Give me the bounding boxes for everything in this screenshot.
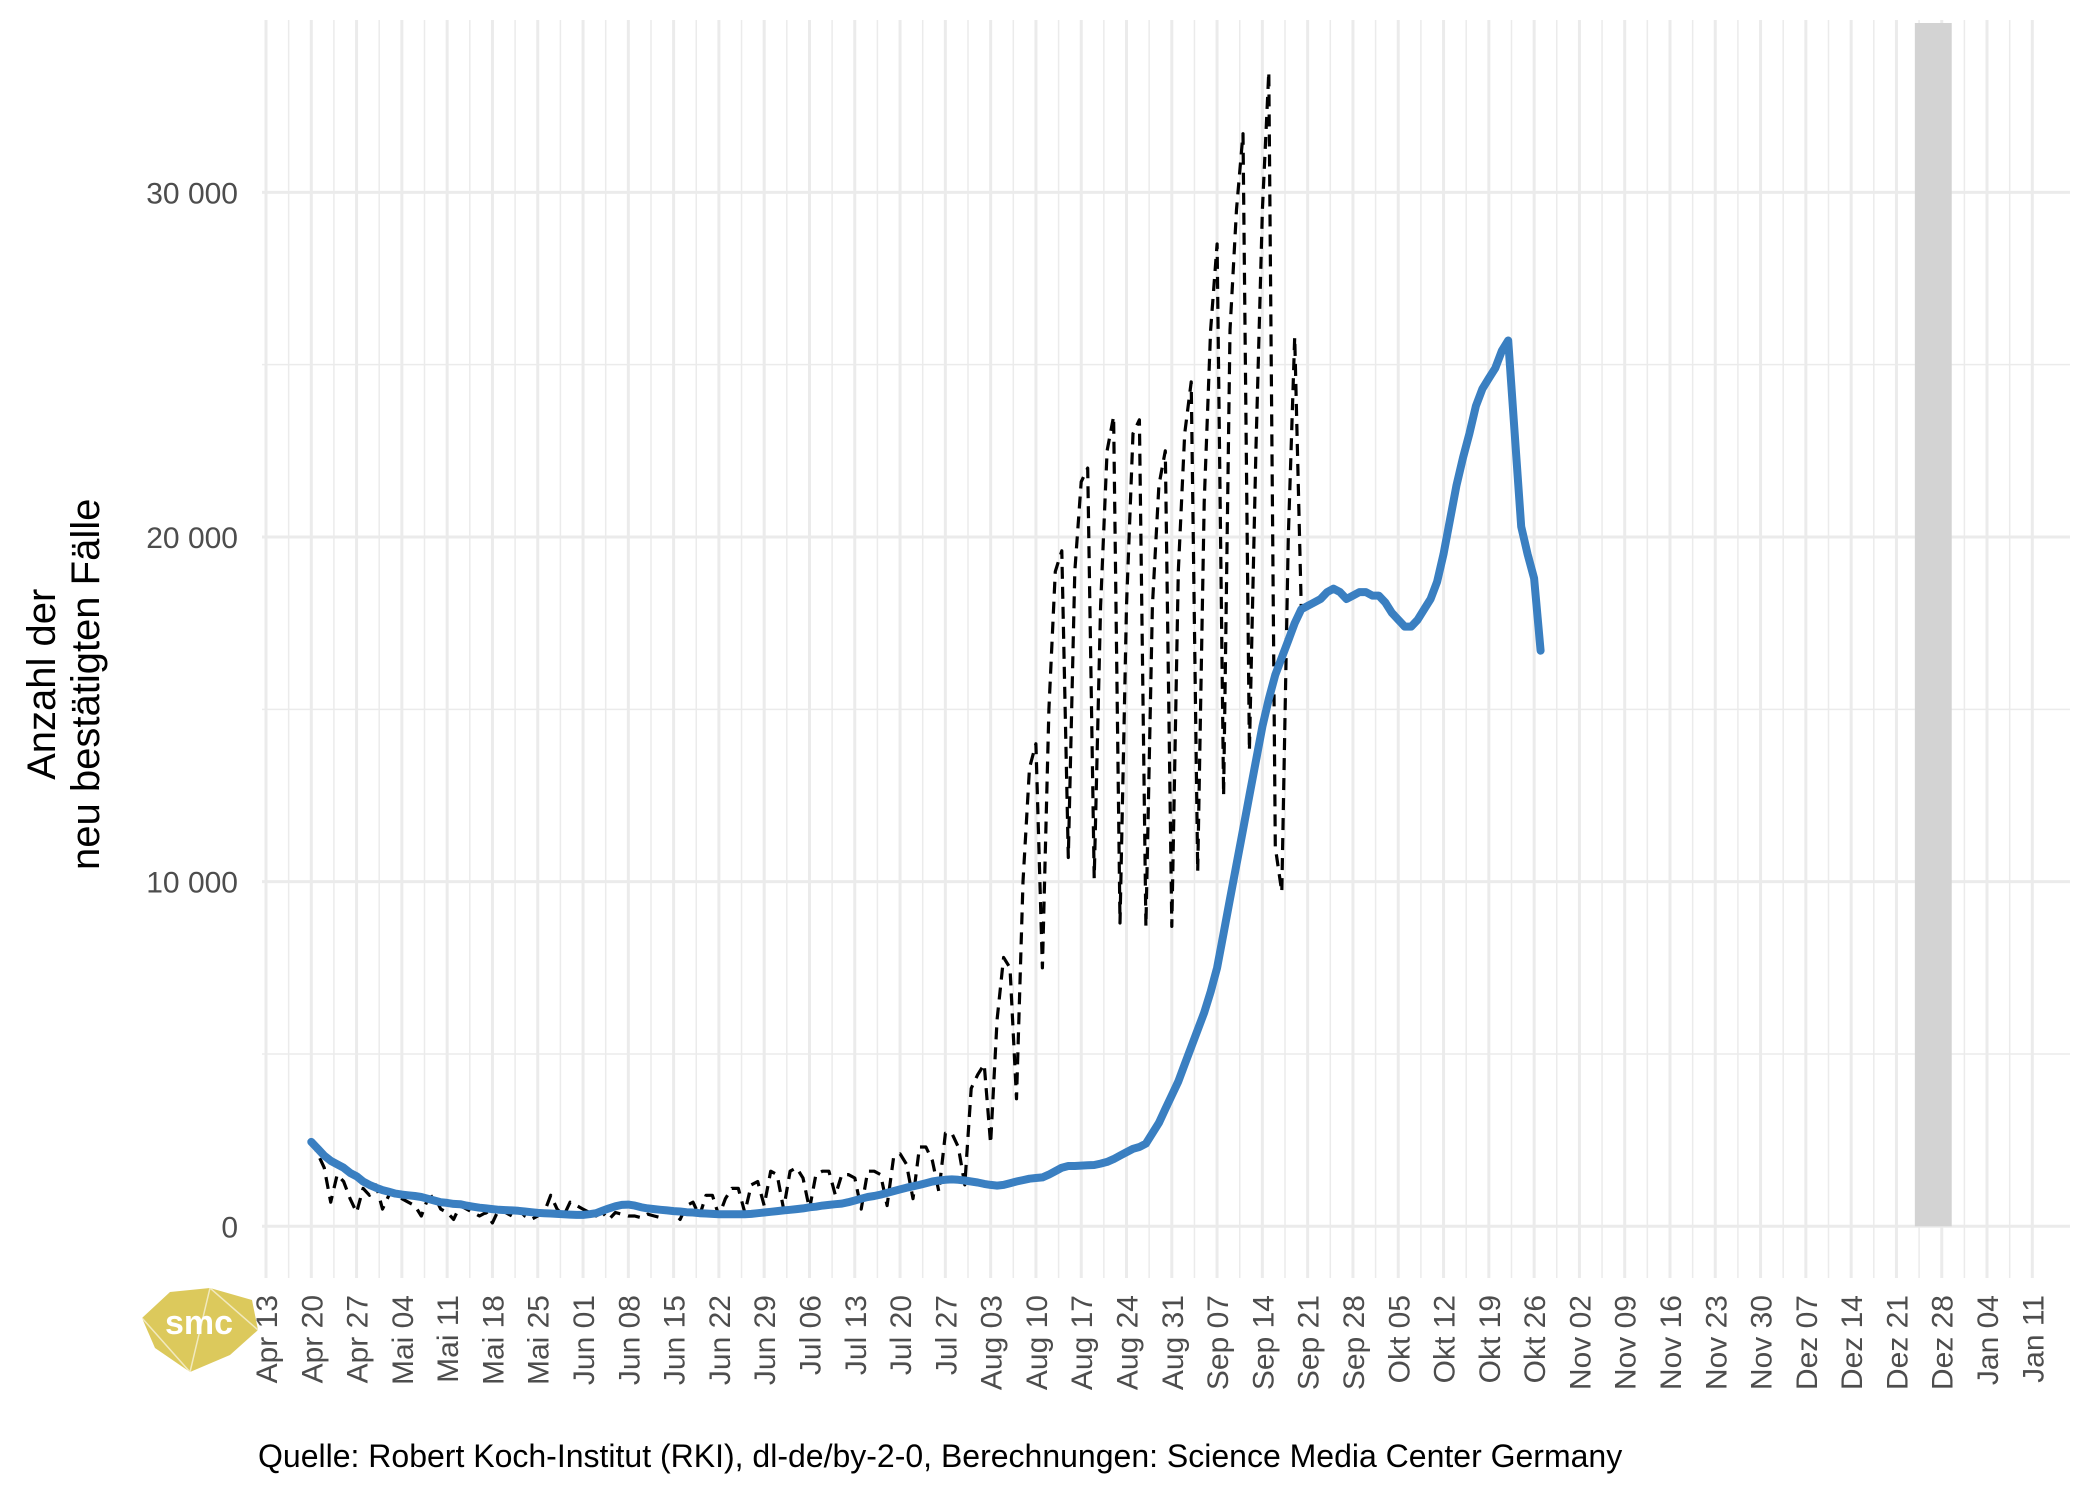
x-tick-label: Mai 18	[477, 1295, 510, 1385]
x-tick-label: Sep 14	[1247, 1295, 1280, 1390]
x-tick-label: Mai 04	[387, 1295, 420, 1385]
x-tick-label: Jun 01	[568, 1295, 601, 1385]
x-tick-label: Dez 07	[1791, 1295, 1824, 1390]
x-tick-label: Jul 27	[930, 1295, 963, 1375]
x-tick-label: Aug 10	[1021, 1295, 1054, 1390]
x-tick-label: Apr 13	[251, 1295, 284, 1383]
y-axis-label-line: neu bestätigten Fälle	[64, 499, 108, 870]
x-tick-label: Jul 20	[885, 1295, 918, 1375]
y-tick-labels: 0 10 000 20 000 30 000	[146, 177, 238, 1244]
moving-average-line	[307, 336, 1545, 1219]
source-caption: Quelle: Robert Koch-Institut (RKI), dl-d…	[258, 1438, 1623, 1474]
x-tick-label: Aug 17	[1066, 1295, 1099, 1390]
y-tick-label: 0	[221, 1211, 238, 1244]
shaded-region	[1914, 23, 1952, 1227]
x-tick-label: Dez 21	[1881, 1295, 1914, 1390]
y-tick-label: 10 000	[146, 867, 238, 900]
daily-cases-line	[309, 70, 1303, 1225]
y-tick-label: 20 000	[146, 522, 238, 555]
x-tick-label: Apr 20	[296, 1295, 329, 1383]
x-tick-label: Jul 13	[840, 1295, 873, 1375]
x-tick-label: Aug 31	[1157, 1295, 1190, 1390]
x-tick-label: Nov 02	[1564, 1295, 1597, 1390]
x-tick-label: Sep 21	[1293, 1295, 1326, 1390]
x-tick-labels: Apr 13 Apr 20 Apr 27 Mai 04 Mai 11 Mai 18 Mai …	[251, 1295, 2050, 1390]
grid-minor	[262, 20, 2070, 1278]
logo-facet	[141, 1286, 259, 1374]
x-tick-label: Jul 06	[794, 1295, 827, 1375]
series-solid	[307, 336, 1545, 1219]
x-tick-label: Okt 26	[1519, 1295, 1552, 1383]
x-tick-label: Jun 08	[613, 1295, 646, 1385]
y-tick-label: 30 000	[146, 177, 238, 210]
series-dashed	[309, 70, 1303, 1225]
x-tick-label: Jun 15	[659, 1295, 692, 1385]
x-tick-label: Nov 23	[1700, 1295, 1733, 1390]
x-tick-label: Nov 09	[1610, 1295, 1643, 1390]
x-tick-label: Aug 24	[1112, 1295, 1145, 1390]
x-tick-label: Apr 27	[342, 1295, 375, 1383]
grid-major	[262, 20, 2070, 1278]
x-tick-label: Sep 07	[1202, 1295, 1235, 1390]
x-tick-label: Jan 11	[2017, 1295, 2050, 1383]
y-axis-label: Anzahl der neu bestätigten Fälle	[20, 499, 108, 870]
x-tick-label: Dez 14	[1836, 1295, 1869, 1390]
x-tick-label: Nov 16	[1655, 1295, 1688, 1390]
x-tick-label: Jun 22	[704, 1295, 737, 1385]
x-tick-label: Jan 04	[1972, 1295, 2005, 1385]
x-tick-label: Mai 11	[432, 1295, 465, 1383]
x-tick-label: Sep 28	[1338, 1295, 1371, 1390]
x-tick-label: Nov 30	[1746, 1295, 1779, 1390]
x-tick-label: Okt 05	[1383, 1295, 1416, 1383]
holiday-shade	[1914, 23, 1952, 1227]
x-tick-label: Jun 29	[749, 1295, 782, 1385]
x-tick-label: Okt 12	[1429, 1295, 1462, 1383]
x-tick-label: Mai 25	[523, 1295, 556, 1385]
y-axis-label-line: Anzahl der	[20, 589, 64, 780]
smc-logo: smc	[141, 1286, 259, 1374]
x-tick-label: Dez 28	[1927, 1295, 1960, 1390]
x-tick-label: Okt 19	[1474, 1295, 1507, 1383]
x-tick-label: Aug 03	[976, 1295, 1009, 1390]
logo-text: smc	[165, 1304, 233, 1342]
